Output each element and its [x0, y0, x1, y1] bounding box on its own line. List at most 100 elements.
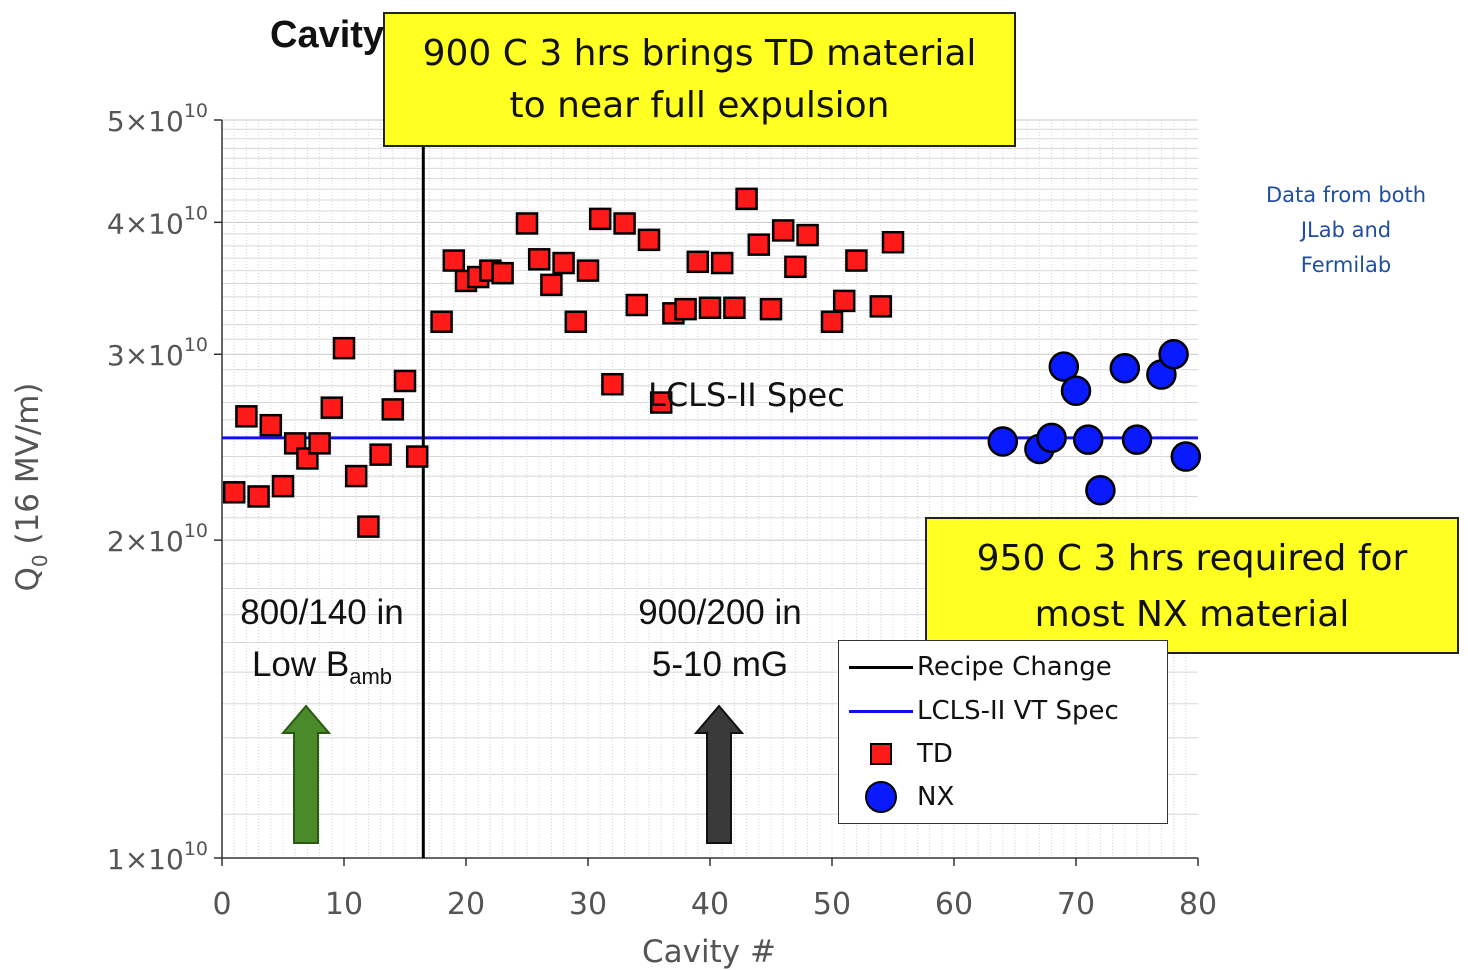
td-point: [332, 336, 356, 360]
td-point: [735, 187, 758, 211]
nx-point: [1109, 352, 1141, 384]
callout-bottom-line2: most NX material: [1034, 594, 1350, 635]
spec-point-annotation: LCLS-II Spec: [648, 376, 845, 414]
x-axis-label: Cavity #: [642, 934, 776, 970]
region-label-left: 800/140 in Low Bamb: [212, 587, 432, 703]
x-tick-label: 10: [325, 887, 363, 922]
td-point: [588, 207, 612, 231]
nx-point: [987, 426, 1019, 457]
nx-point: [1170, 441, 1202, 472]
y-tick-label: 5×1010: [107, 100, 208, 138]
y-tick-label: 4×1010: [107, 202, 208, 240]
td-point: [601, 372, 624, 396]
td-point: [344, 464, 368, 488]
green-arrow: [280, 704, 332, 844]
td-point: [698, 296, 722, 320]
side-note-line1: Data from both: [1265, 183, 1427, 207]
td-point: [796, 223, 819, 247]
td-point: [771, 219, 795, 242]
td-point: [515, 212, 539, 235]
legend-item-recipe: Recipe Change: [839, 647, 1112, 687]
x-tick-label: 80: [1179, 887, 1217, 922]
side-note-line2: JLab and: [1300, 218, 1392, 242]
axes: [214, 119, 1199, 866]
td-point: [430, 310, 453, 334]
td-point: [832, 289, 856, 313]
legend-square-icon: [870, 743, 892, 765]
td-point: [271, 474, 295, 498]
td-point: [784, 255, 807, 279]
td-point: [235, 405, 258, 428]
td-point: [259, 413, 283, 437]
td-point: [881, 230, 905, 254]
td-point: [723, 296, 746, 320]
data-source-note: Data from both JLab and Fermilab: [1236, 178, 1456, 283]
td-point: [442, 249, 466, 272]
chart-legend: Recipe Change LCLS-II VT Spec TD NX: [838, 640, 1168, 824]
legend-circle-icon: [865, 781, 897, 813]
x-tick-label: 40: [691, 887, 729, 922]
td-point: [564, 310, 588, 334]
nx-point: [1060, 375, 1092, 407]
legend-item-nx: NX: [839, 777, 954, 817]
nx-point: [1072, 424, 1104, 455]
side-note-line3: Fermilab: [1300, 253, 1392, 277]
td-point: [625, 293, 649, 317]
x-tick-label: 60: [935, 887, 973, 922]
td-point: [637, 228, 661, 252]
callout-nx-requirement: 950 C 3 hrs required for most NX materia…: [925, 517, 1459, 654]
data-marks: [222, 138, 1202, 858]
nx-point: [1121, 424, 1153, 455]
y-axis-label: Q0 (16 MV/m): [10, 382, 52, 591]
nx-point: [1085, 474, 1116, 506]
legend-black-line-icon: [849, 665, 913, 669]
region-left-line1: 800/140 in: [240, 593, 404, 632]
y-tick-label: 1×1010: [107, 838, 208, 876]
td-point: [576, 259, 600, 282]
y-tick-label: 3×1010: [107, 334, 208, 372]
x-tick-label: 50: [813, 887, 851, 922]
callout-td-expulsion: 900 C 3 hrs brings TD material to near f…: [383, 12, 1016, 147]
td-point: [869, 295, 893, 318]
callout-top-line2: to near full expulsion: [509, 85, 890, 126]
td-point: [552, 251, 575, 275]
td-point: [320, 396, 344, 419]
td-point: [759, 297, 783, 321]
td-point: [405, 445, 429, 468]
callout-top-line1: 900 C 3 hrs brings TD material: [422, 33, 977, 74]
x-tick-label: 70: [1057, 887, 1095, 922]
region-label-right: 900/200 in 5-10 mG: [600, 587, 840, 691]
td-point: [674, 297, 697, 321]
x-tick-label: 0: [212, 887, 231, 922]
x-tick-label: 30: [569, 887, 607, 922]
td-point: [747, 233, 771, 256]
x-tick-labels: 0 10 20 30 40 50 60 70 80: [212, 887, 1217, 922]
x-tick-label: 20: [447, 887, 485, 922]
td-point: [357, 515, 380, 538]
legend-item-td: TD: [839, 734, 953, 774]
region-right-line2: 5-10 mG: [651, 645, 789, 684]
spec-point-label: LCLS-II Spec: [648, 376, 845, 414]
nx-point: [1158, 338, 1189, 370]
td-point: [527, 248, 551, 271]
td-point: [820, 310, 844, 334]
gray-arrow: [693, 704, 745, 844]
td-point: [247, 485, 270, 508]
td-point: [381, 398, 405, 421]
nx-point: [1036, 422, 1067, 454]
td-point: [308, 432, 331, 455]
y-tick-labels: 1×1010 2×1010 3×1010 4×1010 5×1010: [107, 100, 208, 876]
region-left-line2: Low Bamb: [251, 645, 393, 689]
region-right-line1: 900/200 in: [638, 593, 802, 632]
td-point: [649, 391, 673, 414]
td-point: [845, 249, 868, 272]
legend-blue-line-icon: [849, 709, 913, 713]
td-point: [222, 481, 246, 504]
legend-item-spec: LCLS-II VT Spec: [839, 691, 1119, 731]
td-point: [393, 369, 417, 393]
td-point: [540, 273, 563, 297]
nx-point: [1048, 351, 1080, 382]
td-point: [710, 251, 734, 275]
y-tick-label: 2×1010: [107, 520, 208, 558]
td-point: [613, 212, 636, 235]
